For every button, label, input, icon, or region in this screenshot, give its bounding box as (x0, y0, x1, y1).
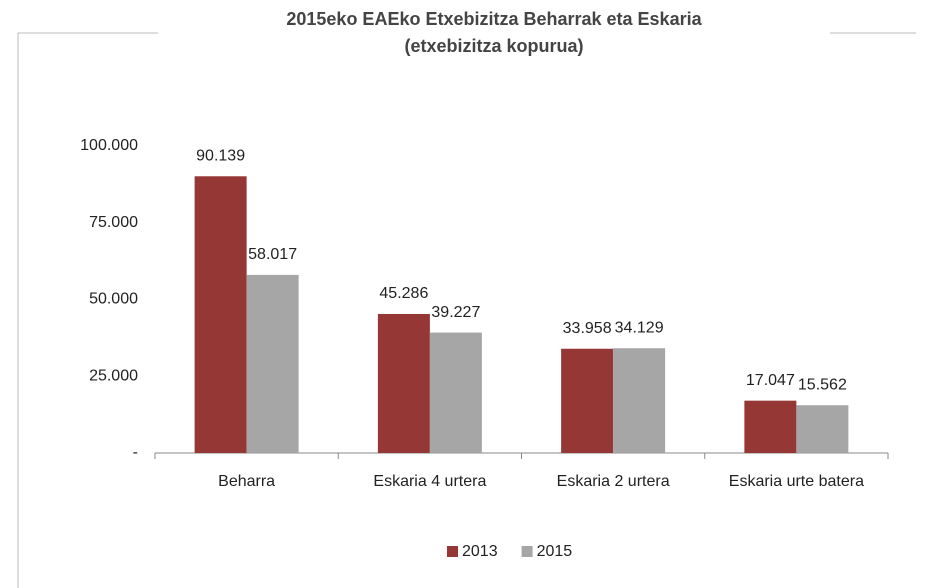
bar (194, 176, 247, 454)
y-tick-label: 100.000 (80, 137, 138, 154)
x-tick-label: Eskaria 4 urtera (373, 473, 486, 490)
y-tick-label: 75.000 (89, 214, 138, 231)
legend-swatch (447, 546, 458, 557)
bar (246, 274, 299, 453)
y-tick-label: - (133, 444, 138, 461)
value-label: 17.047 (746, 372, 795, 389)
bar (613, 348, 666, 453)
y-tick-label: 50.000 (89, 291, 138, 308)
bar (796, 405, 849, 453)
value-label: 15.562 (798, 376, 847, 393)
value-label: 90.139 (196, 147, 245, 164)
legend-label: 2013 (462, 543, 498, 560)
y-tick-label: 25.000 (89, 367, 138, 384)
chart-title: 2015eko EAEko Etxebizitza Beharrak eta E… (286, 9, 702, 29)
value-label: 39.227 (431, 304, 480, 321)
chart-subtitle: (etxebizitza kopurua) (404, 36, 583, 56)
value-label: 45.286 (379, 285, 428, 302)
value-label: 34.129 (615, 319, 664, 336)
value-label: 33.958 (563, 320, 612, 337)
x-tick-label: Beharra (218, 473, 275, 490)
bar (429, 332, 482, 453)
bar (744, 400, 797, 453)
bar (377, 313, 430, 453)
x-tick-label: Eskaria urte batera (729, 473, 864, 490)
x-tick-label: Eskaria 2 urtera (557, 473, 670, 490)
legend-label: 2015 (537, 543, 573, 560)
value-label: 58.017 (248, 246, 297, 263)
bar (561, 348, 614, 453)
legend-swatch (521, 546, 533, 557)
